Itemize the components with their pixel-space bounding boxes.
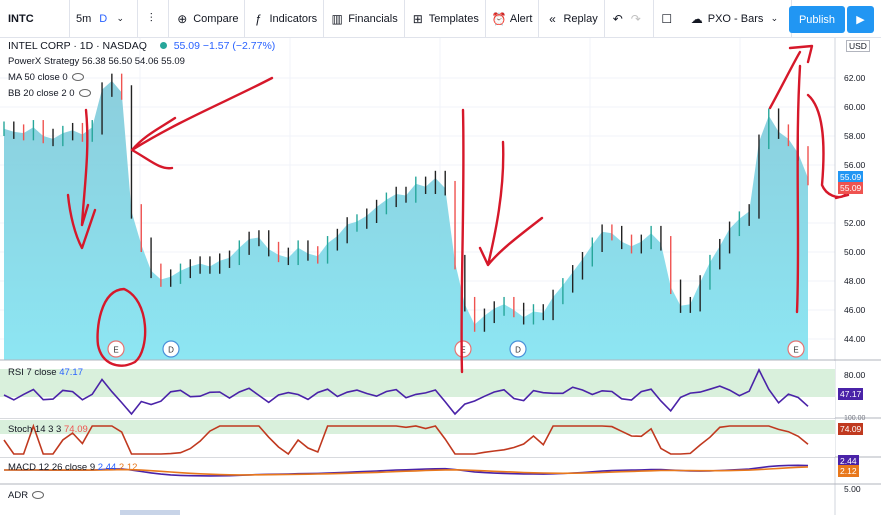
undo-redo: ↶ ↷ [605, 0, 654, 38]
symbol-legend: INTEL CORP · 1D · NASDAQ 55.09 −1.57 (−2… [8, 40, 276, 52]
price-tick: 48.00 [844, 276, 866, 286]
top-toolbar: INTC 5m D ⌄ ⫶ ⊕ Compare ƒ Indicators ▥ Fina… [0, 0, 881, 38]
price-tick: 52.00 [844, 218, 866, 228]
svg-text:D: D [515, 346, 521, 355]
publish-button[interactable]: Publish [789, 6, 845, 33]
adr-legend[interactable]: ADR [8, 490, 45, 501]
stoch-value-tag: 74.09 [838, 423, 864, 435]
last-price-tag: 55.09 [838, 171, 864, 183]
rsi-line [3, 368, 809, 416]
redo-icon[interactable]: ↷ [630, 11, 641, 26]
svg-text:D: D [168, 346, 174, 355]
dividend-marker[interactable]: D [162, 340, 180, 358]
cloud-icon: ☁ [690, 11, 703, 26]
bb-legend[interactable]: BB 20 close 2 0 [8, 88, 91, 99]
macd-tick: 5.00 [844, 484, 861, 494]
macd-signal-line [4, 466, 809, 476]
price-tick: 60.00 [844, 102, 866, 112]
bar-chart-icon: ⫶ [149, 11, 153, 25]
financials-button[interactable]: ▥ Financials [324, 0, 405, 38]
price-tick: 50.00 [844, 247, 866, 257]
fullscreen-button[interactable]: ☐ [654, 0, 684, 38]
rsi-value-tag: 47.17 [838, 388, 864, 400]
rsi-tick: 80.00 [844, 370, 866, 380]
alarm-clock-icon: ⏰ [491, 11, 507, 26]
price-tick: 46.00 [844, 305, 866, 315]
fx-icon: ƒ [255, 11, 262, 26]
ma-legend[interactable]: MA 50 close 0 [8, 72, 84, 83]
indicators-button[interactable]: ƒ Indicators [245, 0, 325, 38]
svg-text:E: E [113, 346, 118, 355]
price-tick: 58.00 [844, 131, 866, 141]
interval-selector[interactable]: 5m D ⌄ [70, 0, 139, 38]
symbol-search[interactable]: INTC [0, 0, 70, 38]
interval-5m[interactable]: 5m [76, 12, 92, 25]
annotation-marks [66, 44, 850, 374]
earnings-marker[interactable]: E [787, 340, 805, 358]
stoch-line [3, 423, 809, 456]
financials-icon: ▥ [331, 11, 343, 26]
price-bars [3, 73, 809, 332]
layout-button[interactable]: ☁ PXO - Bars ⌄ [684, 0, 793, 38]
macd-value-tag: 2.44 [838, 455, 859, 467]
eye-slash-icon[interactable] [71, 73, 84, 82]
market-status-icon [159, 42, 167, 49]
eye-slash-icon[interactable] [32, 491, 45, 500]
stoch-tick: 100.00 [844, 415, 866, 422]
play-icon[interactable]: ▶ [847, 6, 874, 33]
adr-bar [120, 510, 180, 515]
earnings-marker[interactable]: E [454, 340, 472, 358]
strategy-legend[interactable]: PowerX Strategy 56.38 56.50 54.06 55.09 [8, 56, 185, 67]
macd-legend[interactable]: MACD 12 26 close 9 2.44 2.12 [8, 462, 138, 473]
close-price-tag: 55.09 [838, 182, 864, 194]
price-tick: 56.00 [844, 160, 866, 170]
signal-value-tag: 2.12 [838, 465, 859, 477]
svg-text:E: E [460, 346, 465, 355]
dividend-marker[interactable]: D [509, 340, 527, 358]
replay-button[interactable]: «Replay [539, 0, 605, 38]
earnings-marker[interactable]: E [107, 340, 125, 358]
chevron-down-icon[interactable]: ⌄ [116, 13, 124, 23]
rsi-band [0, 369, 835, 397]
interval-d[interactable]: D [99, 12, 108, 25]
price-tick: 44.00 [844, 334, 866, 344]
chevron-down-icon: ⌄ [770, 13, 779, 23]
templates-icon: ⊞ [412, 11, 423, 26]
svg-text:E: E [793, 346, 798, 355]
currency-label[interactable]: USD [846, 40, 870, 52]
templates-button[interactable]: ⊞ Templates [405, 0, 486, 38]
rewind-icon: « [549, 11, 556, 26]
price-area-series [4, 80, 808, 361]
plus-circle-icon: ⊕ [177, 11, 188, 26]
chart-type-button[interactable]: ⫶ [138, 0, 170, 38]
stoch-legend[interactable]: Stoch 14 3 3 74.09 [8, 424, 88, 435]
alert-button[interactable]: ⏰ Alert [486, 0, 540, 38]
price-tick: 62.00 [844, 73, 866, 83]
eye-slash-icon[interactable] [78, 89, 91, 98]
square-icon: ☐ [661, 11, 673, 26]
compare-button[interactable]: ⊕ Compare [169, 0, 246, 38]
undo-icon[interactable]: ↶ [612, 11, 623, 26]
rsi-legend[interactable]: RSI 7 close 47.17 [8, 367, 83, 378]
